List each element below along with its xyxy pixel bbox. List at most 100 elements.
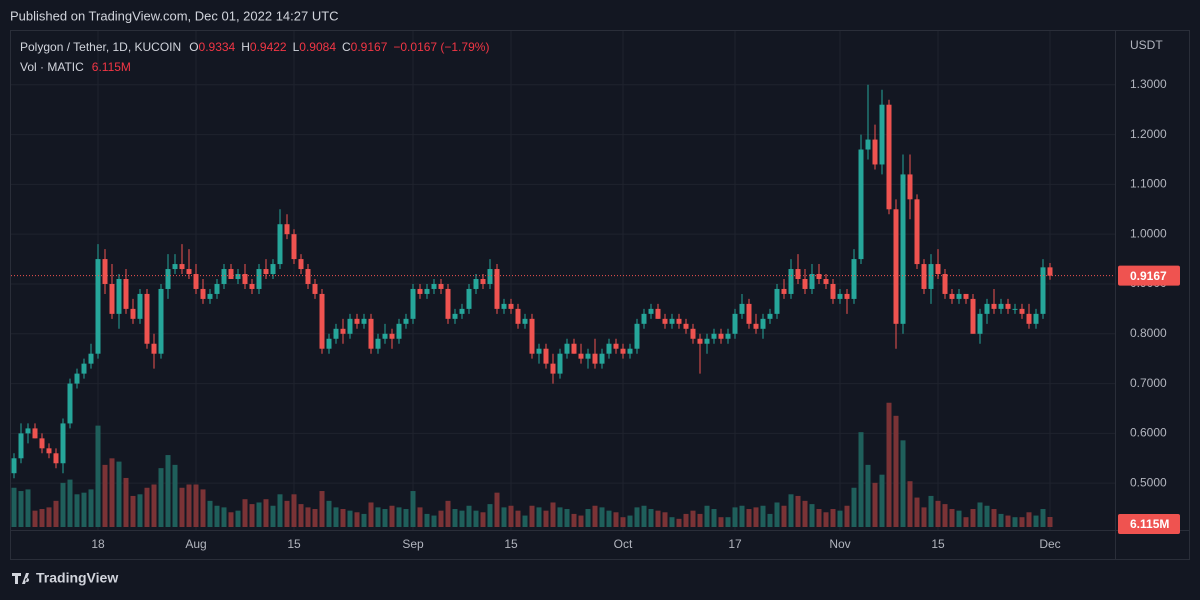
candle-body [1005,303,1011,309]
volume-bar [179,487,185,527]
volume-bar [424,513,430,527]
volume-bar [11,487,17,527]
volume-bar [746,509,752,527]
volume-bar [536,507,542,527]
candle-body [872,139,878,165]
candle-body [256,269,262,289]
candle-body [585,353,591,359]
volume-bar [739,505,745,527]
volume-bar [326,500,332,527]
x-tick-label: Dec [1039,537,1060,551]
candle-body [354,318,360,324]
y-tick-label: 1.1000 [1130,177,1167,191]
volume-bar [333,507,339,527]
y-tick-label: 1.3000 [1130,77,1167,91]
candle-body [725,333,731,339]
volume-bar [410,491,416,527]
candle-body [893,209,899,324]
volume-bar [291,494,297,527]
candle-body [60,423,66,464]
low-value: 0.9084 [299,40,336,54]
candle-body [788,269,794,294]
volume-bar [627,515,633,527]
volume-bar [557,507,563,527]
volume-bar [74,494,80,527]
volume-bar [284,500,290,527]
volume-bar [1005,515,1011,527]
volume-bar [900,440,906,527]
volume-bar [214,505,220,527]
candle-body [550,363,556,374]
candle-body [732,313,738,334]
volume-bar [802,500,808,527]
volume-bar [200,489,206,527]
volume-bar [683,513,689,527]
candle-body [326,338,332,349]
candle-body [508,303,514,309]
volume-bar [53,500,59,527]
volume-bar [242,499,248,527]
volume-bar [508,505,514,527]
volume-bar [473,510,479,527]
candle-body [487,269,493,284]
candle-body [389,333,395,339]
candle-body [599,353,605,364]
last-volume-box [1118,514,1180,535]
candle-body [459,308,465,314]
volume-bar [718,517,724,527]
candle-body [375,338,381,349]
x-tick-label: 15 [931,537,945,551]
candle-body [193,274,199,289]
volume-bar [1033,515,1039,527]
candle-body [949,293,955,299]
volume-bar [732,507,738,527]
volume-bar [88,489,94,527]
candle-body [704,338,710,344]
candle-body [466,288,472,309]
candle-body [340,328,346,334]
candle-body [382,333,388,339]
volume-bar [655,510,661,527]
volume-bar [466,505,472,527]
volume-bar [760,505,766,527]
candle-body [837,293,843,299]
candle-body [67,383,73,424]
volume-bar [858,432,864,527]
volume-bar [151,484,157,527]
volume-bar [592,505,598,527]
candle-body [151,343,157,354]
volume-bar [550,502,556,527]
candle-body [921,264,927,289]
candle-body [956,293,962,299]
candle-body [109,283,115,314]
candle-body [578,353,584,359]
candle-body [207,293,213,299]
volume-bar [599,507,605,527]
candle-body [879,104,885,165]
candle-body [998,303,1004,309]
candle-body [515,308,521,324]
volume-bar [977,502,983,527]
volume-bar [865,464,871,527]
volume-bar [186,484,192,527]
candle-body [627,348,633,354]
candle-body [886,104,892,210]
volume-bar [1012,517,1018,527]
volume-bar [263,499,269,527]
volume-bar [445,500,451,527]
y-tick-label: 0.7000 [1130,376,1167,390]
candle-body [445,288,451,319]
volume-bar [298,504,304,527]
volume-bar [368,502,374,527]
volume-bar [543,510,549,527]
candle-body [900,174,906,324]
logo-mark [12,573,30,584]
currency-label: USDT [1130,38,1163,52]
ohlc-letter: C [342,40,351,54]
candle-body [242,274,248,284]
volume-bar [844,505,850,527]
x-tick-label: Nov [829,537,850,551]
volume-bar [907,481,913,527]
candle-body [144,293,150,344]
volume-bar [522,515,528,527]
